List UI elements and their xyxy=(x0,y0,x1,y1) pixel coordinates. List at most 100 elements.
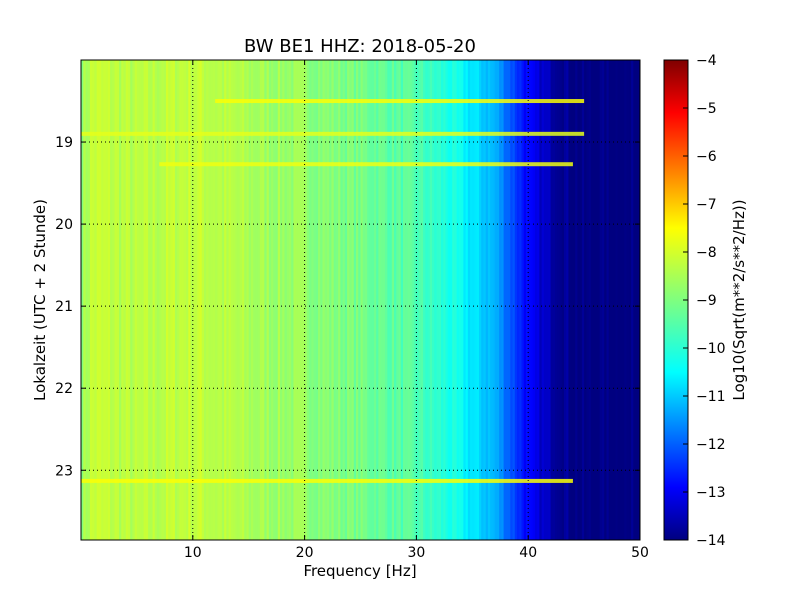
spectrogram-column xyxy=(85,60,89,540)
spectrogram-column xyxy=(539,60,543,540)
spectrogram-column xyxy=(358,60,362,540)
spectrogram-column xyxy=(369,60,373,540)
spectrogram-column xyxy=(110,60,113,540)
spectrogram-column xyxy=(246,60,250,540)
spectrogram-column xyxy=(593,60,596,540)
spectrogram-column xyxy=(517,60,520,540)
spectrogram-column xyxy=(132,60,136,540)
spectrogram-column xyxy=(499,60,502,540)
spectrogram-column xyxy=(228,60,232,540)
spectrogram-column xyxy=(150,60,154,540)
spectrogram-column xyxy=(492,60,496,540)
spectrogram-column xyxy=(170,60,174,540)
spectrogram-column xyxy=(409,60,413,540)
spectrogram-column xyxy=(470,60,473,540)
spectrogram-column xyxy=(590,60,594,540)
spectrogram-column xyxy=(195,60,198,540)
y-tick-label: 20 xyxy=(55,217,73,233)
spectrogram-column xyxy=(241,60,245,540)
x-axis-label: Frequency [Hz] xyxy=(303,562,416,580)
spectrogram-column xyxy=(226,60,230,540)
spectrogram-column xyxy=(255,60,259,540)
spectrogram-column xyxy=(423,60,426,540)
spectrogram-column xyxy=(295,60,299,540)
spectrogram-column xyxy=(206,60,210,540)
x-tick-label: 20 xyxy=(296,545,314,561)
spectrogram-column xyxy=(188,60,192,540)
spectrogram-column xyxy=(622,60,625,540)
spectrogram-column xyxy=(329,60,333,540)
spectrogram-column xyxy=(373,60,377,540)
colorbar-ticks: −4 −5 −6 −7 −8 −9 −10 −11 −12 −13 −14 xyxy=(683,53,726,549)
spectrogram-column xyxy=(501,60,505,540)
spectrogram-column xyxy=(244,60,248,540)
colorbar-tick-label: −12 xyxy=(696,437,726,453)
spectrogram-column xyxy=(402,60,406,540)
spectrogram-column xyxy=(378,60,382,540)
spectrogram-column xyxy=(311,60,315,540)
spectrogram-column xyxy=(92,60,96,540)
spectrogram-column xyxy=(474,60,478,540)
spectrogram-column xyxy=(604,60,608,540)
y-axis: 19 20 21 22 23 xyxy=(55,135,640,479)
spectrogram-column xyxy=(382,60,386,540)
spectrogram-column xyxy=(94,60,98,540)
spectrogram-column xyxy=(306,60,310,540)
spectrogram-column xyxy=(136,60,140,540)
colorbar-tick-label: −5 xyxy=(696,101,717,117)
y-axis-label: Lokalzeit (UTC + 2 Stunde) xyxy=(31,199,49,401)
spectrogram-column xyxy=(309,60,312,540)
colorbar-tick-label: −4 xyxy=(696,53,717,69)
grid xyxy=(81,60,640,540)
spectrogram-column xyxy=(103,60,107,540)
spectrogram-column xyxy=(315,60,319,540)
x-tick-label: 40 xyxy=(519,545,537,561)
spectrogram-column xyxy=(275,60,279,540)
spectrogram-column xyxy=(436,60,440,540)
spectrogram-column xyxy=(143,60,147,540)
colorbar-tick-label: −13 xyxy=(696,485,726,501)
spectrogram-column xyxy=(87,60,91,540)
spectrogram-column xyxy=(163,60,167,540)
spectrogram-column xyxy=(271,60,274,540)
spectrogram-column xyxy=(192,60,196,540)
spectrogram-column xyxy=(141,60,145,540)
spectrogram-column xyxy=(579,60,583,540)
spectrogram-line xyxy=(215,99,585,104)
spectrogram-column xyxy=(519,60,523,540)
spectrogram-column xyxy=(161,60,165,540)
chart-title: BW BE1 HHZ: 2018-05-20 xyxy=(244,36,476,57)
spectrogram-column xyxy=(273,60,277,540)
y-tick-label: 23 xyxy=(55,463,73,479)
spectrogram-column xyxy=(396,60,400,540)
spectrogram-column xyxy=(313,60,317,540)
spectrogram-column xyxy=(597,60,601,540)
spectrogram-column xyxy=(293,60,297,540)
spectrogram-column xyxy=(532,60,536,540)
x-axis: 10 20 30 40 50 xyxy=(184,60,649,561)
spectrogram-column xyxy=(172,60,176,540)
spectrogram-column xyxy=(353,60,357,540)
spectrogram-column xyxy=(340,60,344,540)
spectrogram-column xyxy=(427,60,431,540)
spectrogram-column xyxy=(190,60,194,540)
spectrogram-column xyxy=(441,60,444,540)
spectrogram-column xyxy=(461,60,464,540)
spectrogram-column xyxy=(174,60,178,540)
x-tick-label: 50 xyxy=(631,545,649,561)
spectrogram-column xyxy=(575,60,578,540)
spectrogram-column xyxy=(599,60,603,540)
colorbar-tick-label: −11 xyxy=(696,389,726,405)
spectrogram-column xyxy=(123,60,127,540)
spectrogram-column xyxy=(154,60,158,540)
spectrogram-column xyxy=(525,60,529,540)
spectrogram-column xyxy=(601,60,605,540)
spectrogram-column xyxy=(257,60,261,540)
spectrogram-column xyxy=(250,60,254,540)
spectrogram-column xyxy=(438,60,442,540)
spectrogram-column xyxy=(284,60,288,540)
spectrogram-column xyxy=(561,60,565,540)
spectrogram-column xyxy=(349,60,353,540)
spectrogram-column xyxy=(119,60,122,540)
spectrogram-column xyxy=(286,60,290,540)
